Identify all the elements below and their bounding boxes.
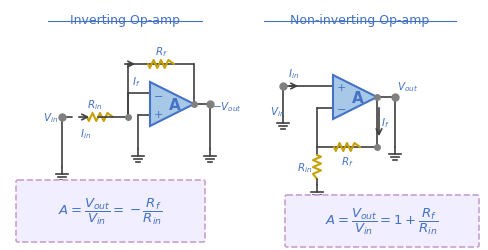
Text: $A = \dfrac{V_{out}}{V_{in}} = 1+\dfrac{R_f}{R_{in}}$: $A = \dfrac{V_{out}}{V_{in}} = 1+\dfrac{…: [325, 206, 438, 236]
Polygon shape: [332, 76, 376, 120]
Text: Inverting Op-amp: Inverting Op-amp: [70, 14, 180, 27]
Polygon shape: [150, 83, 194, 126]
Text: $R_f$: $R_f$: [154, 45, 167, 59]
Text: $I_f$: $I_f$: [132, 75, 140, 88]
Text: $+$: $+$: [153, 109, 163, 120]
Text: Non-inverting Op-amp: Non-inverting Op-amp: [290, 14, 429, 27]
Text: $I_f$: $I_f$: [380, 116, 389, 130]
Text: $-$: $-$: [153, 90, 163, 100]
Text: A: A: [351, 91, 363, 106]
Text: $-$: $-$: [335, 102, 346, 113]
Text: $R_{in}$: $R_{in}$: [87, 98, 102, 112]
Text: $I_{in}$: $I_{in}$: [287, 67, 299, 81]
FancyBboxPatch shape: [16, 180, 204, 242]
Text: $+$: $+$: [335, 82, 346, 93]
Text: $R_f$: $R_f$: [340, 154, 353, 168]
Text: $R_{in}$: $R_{in}$: [296, 160, 311, 174]
Text: $V_{in}$: $V_{in}$: [42, 111, 58, 124]
FancyBboxPatch shape: [285, 195, 478, 247]
Text: A: A: [169, 98, 181, 113]
Text: $V_{in}$: $V_{in}$: [270, 104, 285, 118]
Text: $A = \dfrac{V_{out}}{V_{in}} = -\dfrac{R_f}{R_{in}}$: $A = \dfrac{V_{out}}{V_{in}} = -\dfrac{R…: [58, 196, 162, 226]
Text: $-V_{out}$: $-V_{out}$: [212, 100, 242, 114]
Text: $V_{out}$: $V_{out}$: [396, 80, 417, 94]
Text: $I_{in}$: $I_{in}$: [80, 126, 91, 140]
